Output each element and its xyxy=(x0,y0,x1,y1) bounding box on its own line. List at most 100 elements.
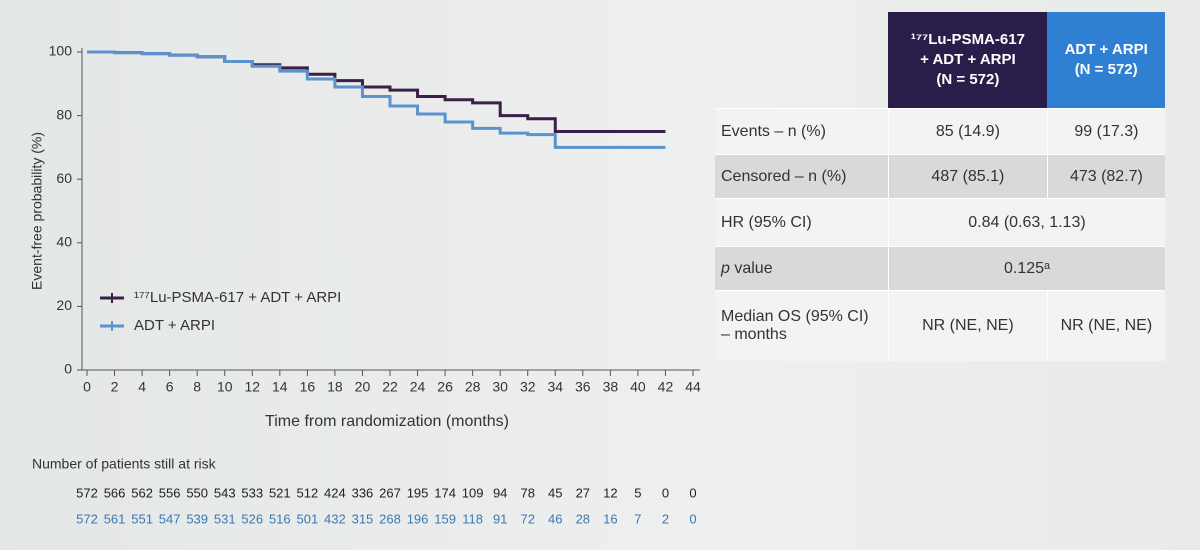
at-risk-count: 45 xyxy=(548,485,562,500)
legend-label: ¹⁷⁷Lu-PSMA-617 + ADT + ARPI xyxy=(134,289,341,306)
value-cell: 487 (85.1) xyxy=(887,154,1048,199)
at-risk-count: 315 xyxy=(352,511,374,526)
x-tick-label: 38 xyxy=(603,379,619,395)
x-axis-label: Time from randomization (months) xyxy=(265,413,509,430)
table-row: Median OS (95% CI) – months NR (NE, NE) NR … xyxy=(715,290,1165,361)
value-cell: 473 (82.7) xyxy=(1046,154,1165,199)
x-tick-label: 8 xyxy=(193,379,201,395)
cell-line: – months xyxy=(721,325,787,343)
at-risk-count: 72 xyxy=(520,511,534,526)
at-risk-count: 0 xyxy=(689,511,696,526)
row-label: p value xyxy=(715,246,889,291)
x-tick-label: 2 xyxy=(111,379,119,395)
header-blank xyxy=(715,12,888,109)
at-risk-count: 533 xyxy=(241,485,263,500)
at-risk-count: 7 xyxy=(634,511,641,526)
at-risk-count: 550 xyxy=(186,485,208,500)
value-cell: 0.84 (0.63, 1.13) xyxy=(887,198,1165,247)
value-cell: 85 (14.9) xyxy=(887,108,1048,155)
at-risk-count: 336 xyxy=(352,485,374,500)
at-risk-count: 432 xyxy=(324,511,346,526)
x-tick-label: 30 xyxy=(492,379,508,395)
at-risk-count: 566 xyxy=(104,485,126,500)
at-risk-count: 12 xyxy=(603,485,617,500)
x-tick-label: 34 xyxy=(547,379,563,395)
survival-curve xyxy=(87,50,666,133)
header-row: ¹⁷⁷Lu-PSMA-617 + ADT + ARPI (N = 572) ADT +… xyxy=(715,12,1165,109)
legend-label: ADT + ARPI xyxy=(134,317,215,334)
at-risk-count: 572 xyxy=(76,485,98,500)
y-tick-label: 80 xyxy=(56,106,72,122)
at-risk-count: 562 xyxy=(131,485,153,500)
x-tick-label: 4 xyxy=(138,379,146,395)
at-risk-count: 526 xyxy=(241,511,263,526)
at-risk-count: 28 xyxy=(576,511,590,526)
at-risk-count: 118 xyxy=(462,511,483,526)
at-risk-count: 512 xyxy=(297,485,319,500)
x-tick-label: 20 xyxy=(355,379,371,395)
table-row: Censored – n (%) 487 (85.1) 473 (82.7) xyxy=(715,154,1165,199)
x-tick-label: 24 xyxy=(410,379,426,395)
at-risk-count: 174 xyxy=(434,485,456,500)
value-cell: NR (NE, NE) xyxy=(1046,290,1165,361)
table-row: HR (95% CI) 0.84 (0.63, 1.13) xyxy=(715,198,1165,247)
row-label: Median OS (95% CI) – months xyxy=(715,290,889,361)
y-axis-label: Event-free probability (%) xyxy=(29,132,45,290)
row-label: Censored – n (%) xyxy=(715,154,889,199)
x-tick-label: 0 xyxy=(83,379,91,395)
row-label: HR (95% CI) xyxy=(715,198,889,247)
at-risk-count: 0 xyxy=(662,485,669,500)
cell-line: (N = 572) xyxy=(936,71,1000,88)
at-risk-count: 196 xyxy=(407,511,429,526)
x-tick-label: 40 xyxy=(630,379,646,395)
at-risk-count: 94 xyxy=(493,485,507,500)
at-risk-count: 0 xyxy=(689,485,696,500)
value-cell: NR (NE, NE) xyxy=(887,290,1048,361)
x-tick-label: 28 xyxy=(465,379,481,395)
at-risk-count: 424 xyxy=(324,485,346,500)
at-risk-count: 561 xyxy=(104,511,126,526)
at-risk-count: 46 xyxy=(548,511,562,526)
at-risk-count: 516 xyxy=(269,511,291,526)
y-tick-label: 40 xyxy=(56,234,72,250)
cell-line: ADT + ARPI xyxy=(1064,41,1148,58)
x-tick-label: 16 xyxy=(300,379,316,395)
at-risk-count: 267 xyxy=(379,485,401,500)
at-risk-count: 109 xyxy=(462,485,484,500)
at-risk-count: 543 xyxy=(214,485,236,500)
cell-line: (N = 572) xyxy=(1074,61,1138,78)
table-row: Events – n (%) 85 (14.9) 99 (17.3) xyxy=(715,108,1165,155)
cell-line: Median OS (95% CI) xyxy=(721,307,869,325)
y-tick-label: 20 xyxy=(56,297,72,313)
x-tick-label: 6 xyxy=(166,379,174,395)
value-cell: 99 (17.3) xyxy=(1046,108,1165,155)
at-risk-count: 27 xyxy=(576,485,590,500)
x-tick-label: 32 xyxy=(520,379,536,395)
at-risk-count: 521 xyxy=(269,485,291,500)
cell-line: + ADT + ARPI xyxy=(920,51,1016,68)
at-risk-count: 556 xyxy=(159,485,181,500)
x-tick-label: 14 xyxy=(272,379,288,395)
x-tick-label: 36 xyxy=(575,379,591,395)
at-risk-count: 572 xyxy=(76,511,98,526)
at-risk-count: 16 xyxy=(603,511,617,526)
at-risk-count: 5 xyxy=(634,485,641,500)
at-risk-count: 531 xyxy=(214,511,236,526)
at-risk-count: 547 xyxy=(159,511,181,526)
x-tick-label: 12 xyxy=(244,379,260,395)
x-tick-label: 18 xyxy=(327,379,343,395)
at-risk-count: 268 xyxy=(379,511,401,526)
value-cell: 0.125ᵃ xyxy=(887,246,1165,291)
results-table: ¹⁷⁷Lu-PSMA-617 + ADT + ARPI (N = 572) ADT +… xyxy=(715,12,1165,361)
row-label: Events – n (%) xyxy=(715,108,889,155)
at-risk-count: 159 xyxy=(434,511,456,526)
at-risk-count: 2 xyxy=(662,511,669,526)
at-risk-count: 539 xyxy=(186,511,208,526)
table-row: p value 0.125ᵃ xyxy=(715,246,1165,291)
x-tick-label: 10 xyxy=(217,379,233,395)
chart: Event-free probability (%) Time from ran… xyxy=(29,43,701,527)
x-tick-label: 42 xyxy=(658,379,674,395)
at-risk-count: 91 xyxy=(493,511,507,526)
at-risk-title: Number of patients still at risk xyxy=(32,456,217,472)
